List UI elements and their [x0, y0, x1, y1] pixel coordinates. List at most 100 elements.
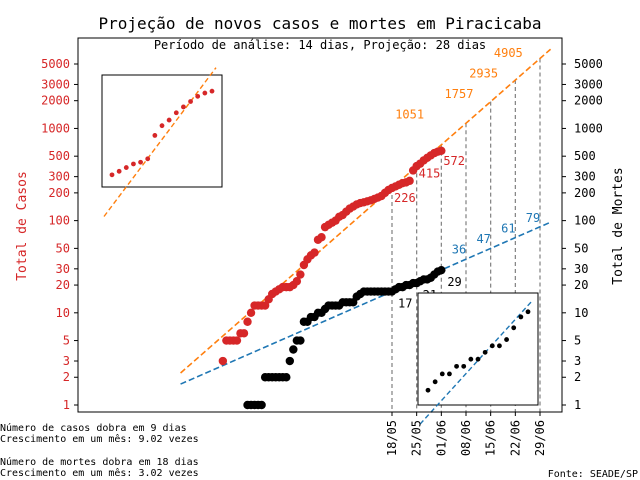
- projection-label: 47: [476, 232, 490, 246]
- deaths-growth-note: Crescimento em um mês: 3.02 vezes: [0, 467, 199, 479]
- data-point-mortes: [437, 265, 446, 275]
- data-label-casos: 572: [443, 154, 465, 168]
- data-point-casos: [310, 248, 319, 257]
- inset-point-mortes: [468, 356, 474, 362]
- data-point-casos: [437, 146, 446, 156]
- data-point-casos: [218, 356, 228, 366]
- projection-label: 61: [501, 221, 515, 235]
- inset-point-mortes: [489, 343, 495, 349]
- projection-label: 1051: [395, 107, 424, 121]
- x-tick-label: 15/06: [484, 420, 498, 456]
- x-tick-label: 01/06: [434, 420, 448, 456]
- inset-point-casos: [188, 99, 193, 104]
- y-tick-label-left: 3: [63, 354, 70, 368]
- y-tick-label-left: 50: [56, 241, 70, 255]
- y-tick-label-left: 2000: [41, 94, 70, 108]
- insets: [101, 67, 539, 425]
- projection-label: 79: [526, 211, 540, 225]
- y-tick-label-right: 2000: [574, 94, 603, 108]
- inset-point-casos: [109, 172, 115, 178]
- x-ticks: 18/05 25/05 01/06 08/06 15/06 22/06 29/06: [385, 412, 547, 456]
- inset-point-mortes: [518, 314, 524, 320]
- y-tick-label-left: 30: [56, 262, 70, 276]
- x-tick-label: 18/05: [385, 420, 399, 456]
- inset-point-mortes: [432, 379, 438, 385]
- data-point-casos: [296, 270, 305, 279]
- y-tick-label-right: 200: [574, 186, 596, 200]
- data-point-casos: [243, 317, 252, 326]
- inset-point-casos: [181, 104, 186, 110]
- data-label-mortes: 29: [447, 275, 461, 289]
- y-tick-label-left: 10: [56, 306, 70, 320]
- inset-point-casos: [145, 156, 151, 162]
- projection-label: 4905: [494, 46, 523, 60]
- projection-label: 1757: [445, 87, 474, 101]
- data-point-casos: [292, 277, 302, 286]
- inset-point-mortes: [439, 371, 445, 377]
- y-axis-right-label: Total de Mortes: [611, 167, 626, 284]
- data-point-casos: [317, 233, 326, 242]
- inset-frame-mortes: [417, 292, 539, 406]
- y-tick-label-right: 50: [574, 241, 588, 255]
- data-labels: 105117572935490536476179226415572172129: [394, 46, 540, 311]
- inset-point-casos: [209, 88, 215, 94]
- y-tick-label-left: 500: [48, 149, 70, 163]
- inset-point-mortes: [482, 349, 488, 355]
- y-tick-label-right: 3000: [574, 77, 603, 91]
- y-tick-label-left: 3000: [41, 77, 70, 91]
- inset-point-mortes: [504, 337, 509, 342]
- inset-frame-casos: [101, 74, 223, 188]
- x-tick-label: 22/06: [508, 420, 522, 456]
- inset-point-casos: [123, 165, 129, 170]
- inset-point-mortes: [425, 387, 431, 393]
- projection-line-casos: [180, 48, 552, 374]
- inset-point-mortes: [511, 325, 517, 331]
- y-tick-label-right: 5000: [574, 57, 603, 71]
- inset-point-casos: [152, 133, 158, 138]
- inset-point-mortes: [461, 363, 467, 369]
- y-ticks: 1 1 2 2 3 3 5 5 10 10 20 20 30 30 50 50 100 100 200 200 300 3…: [41, 57, 603, 412]
- data-point-casos: [232, 336, 242, 345]
- data-point-casos: [239, 329, 249, 338]
- data-label-casos: 226: [394, 191, 416, 205]
- y-tick-label-left: 5000: [41, 57, 70, 71]
- inset-point-mortes: [475, 356, 481, 362]
- inset-point-casos: [173, 110, 179, 116]
- y-tick-label-right: 300: [574, 170, 596, 184]
- plot-frame: [77, 37, 563, 413]
- chart-title: Projeção de novos casos e mortes em Pira…: [98, 14, 541, 33]
- y-tick-label-left: 5: [63, 334, 70, 348]
- y-tick-label-right: 2: [574, 370, 581, 384]
- x-tick-label: 25/05: [410, 420, 424, 456]
- data-point-casos: [246, 308, 256, 318]
- y-tick-label-left: 2: [63, 370, 70, 384]
- data-point-casos: [260, 301, 270, 310]
- y-tick-label-right: 500: [574, 149, 596, 163]
- data-point-mortes: [296, 336, 305, 345]
- y-axis-left-label: Total de Casos: [15, 171, 30, 281]
- inset-point-mortes: [525, 309, 531, 315]
- data-point-mortes: [285, 356, 295, 366]
- inset-point-casos: [202, 90, 208, 96]
- inset-point-casos: [116, 168, 122, 174]
- deaths-doubling-note: Número de mortes dobra em 18 dias: [0, 456, 199, 468]
- inset-projection-mortes: [419, 300, 533, 425]
- y-tick-label-right: 5: [574, 334, 581, 348]
- data-point-mortes: [282, 373, 291, 382]
- data-point-mortes: [257, 400, 266, 410]
- inset-point-casos: [166, 117, 172, 123]
- y-tick-label-left: 1: [63, 398, 70, 412]
- y-tick-label-right: 10: [574, 306, 588, 320]
- cases-doubling-note: Número de casos dobra em 9 dias: [0, 422, 187, 434]
- projection-lines: [180, 48, 552, 385]
- y-tick-label-left: 1000: [41, 121, 70, 135]
- data-point-mortes: [289, 345, 298, 354]
- inset-point-mortes: [497, 343, 502, 349]
- y-tick-label-left: 200: [48, 186, 70, 200]
- source-note: Fonte: SEADE/SP: [548, 469, 638, 480]
- inset-point-mortes: [447, 371, 452, 377]
- y-tick-label-right: 30: [574, 262, 588, 276]
- inset-point-mortes: [454, 363, 459, 369]
- data-label-casos: 415: [419, 167, 441, 181]
- y-tick-label-left: 20: [56, 278, 70, 292]
